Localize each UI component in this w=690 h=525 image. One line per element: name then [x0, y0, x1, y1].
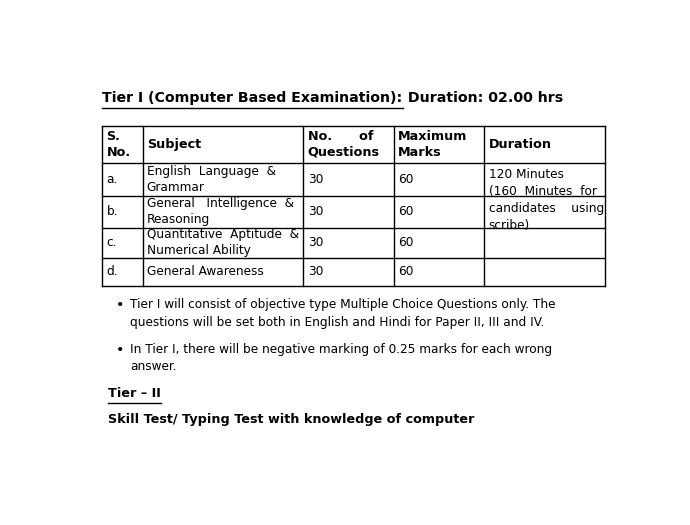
Text: 30: 30: [308, 236, 323, 249]
Text: 60: 60: [398, 173, 413, 186]
Text: Duration: Duration: [489, 138, 551, 151]
Text: 120 Minutes
(160  Minutes  for
candidates    using
scribe): 120 Minutes (160 Minutes for candidates …: [489, 167, 604, 232]
Text: Skill Test/ Typing Test with knowledge of computer: Skill Test/ Typing Test with knowledge o…: [108, 414, 474, 426]
Text: S.
No.: S. No.: [106, 130, 130, 159]
Text: No.      of
Questions: No. of Questions: [308, 130, 380, 159]
Text: Tier I (Computer Based Examination):: Tier I (Computer Based Examination):: [102, 91, 402, 106]
Text: c.: c.: [106, 236, 117, 249]
Text: Maximum
Marks: Maximum Marks: [398, 130, 468, 159]
Text: Subject: Subject: [147, 138, 201, 151]
Text: b.: b.: [106, 205, 118, 218]
Text: Duration: 02.00 hrs: Duration: 02.00 hrs: [402, 91, 562, 106]
Text: Quantitative  Aptitude  &
Numerical Ability: Quantitative Aptitude & Numerical Abilit…: [147, 228, 299, 257]
Text: 30: 30: [308, 173, 323, 186]
Text: 60: 60: [398, 236, 413, 249]
Text: General Awareness: General Awareness: [147, 266, 264, 278]
Text: •: •: [116, 343, 124, 357]
Text: General   Intelligence  &
Reasoning: General Intelligence & Reasoning: [147, 197, 294, 226]
Text: a.: a.: [106, 173, 118, 186]
Text: d.: d.: [106, 266, 118, 278]
Text: 30: 30: [308, 266, 323, 278]
Text: 30: 30: [308, 205, 323, 218]
Text: •: •: [116, 298, 124, 312]
Text: Tier – II: Tier – II: [108, 387, 161, 400]
Text: Tier I will consist of objective type Multiple Choice Questions only. The
questi: Tier I will consist of objective type Mu…: [130, 298, 555, 329]
Text: 60: 60: [398, 205, 413, 218]
Text: In Tier I, there will be negative marking of 0.25 marks for each wrong
answer.: In Tier I, there will be negative markin…: [130, 343, 552, 373]
Text: English  Language  &
Grammar: English Language & Grammar: [147, 165, 276, 194]
Text: 60: 60: [398, 266, 413, 278]
